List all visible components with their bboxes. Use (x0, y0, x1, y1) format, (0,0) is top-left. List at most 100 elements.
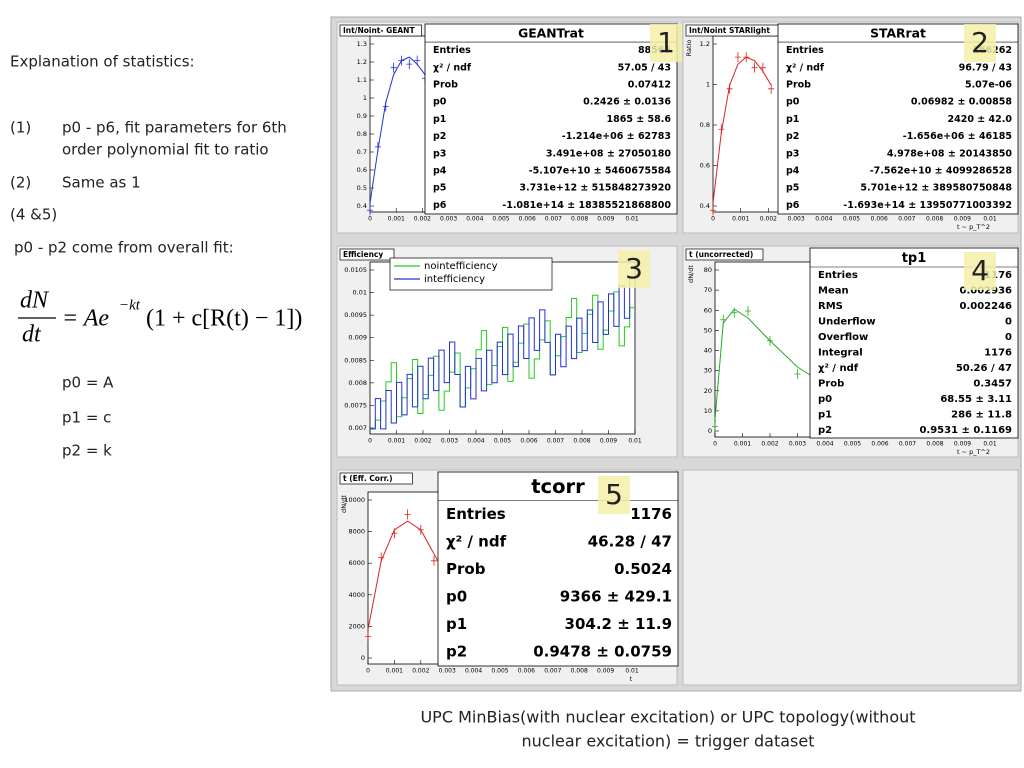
stats-box (424, 23, 678, 215)
x-tick-label: 0.007 (899, 441, 916, 448)
histogram (370, 291, 635, 430)
x-tick-label: 0.009 (600, 438, 617, 445)
stats-label: RMS (818, 301, 843, 312)
x-title: t (629, 675, 632, 683)
legend-box (389, 257, 553, 291)
x-tick-label: 0.004 (465, 668, 482, 675)
x-tick-label: 0.006 (519, 216, 536, 223)
y-tick-label: 60 (704, 306, 712, 314)
stats-value: 3.491e+08 ± 27050180 (546, 148, 672, 159)
stats-title: tp1 (902, 251, 927, 266)
data-point (745, 306, 751, 316)
pad-tag: t (uncorrected) (689, 250, 753, 259)
data-point (751, 62, 758, 73)
data-point (404, 509, 411, 520)
x-tick-label: 0 (366, 668, 370, 675)
param: p1 = c (62, 409, 111, 427)
stats-box (437, 471, 679, 667)
stats-label: p3 (433, 148, 446, 159)
y-tick-label: 0.5 (357, 184, 367, 192)
pad-tag-box (685, 248, 764, 261)
y-tick-label: 0.9 (357, 112, 367, 120)
x-tick-label: 0.006 (871, 216, 888, 223)
x-tick-label: 0.002 (761, 441, 778, 448)
x-tick-label: 0.001 (732, 216, 749, 223)
stats-value: 0.002246 (959, 301, 1012, 312)
stats-label: χ² / ndf (786, 62, 825, 73)
stats-label: p0 (433, 97, 447, 108)
stats-label: p5 (433, 183, 446, 194)
stats-title: tcorr (531, 475, 585, 498)
badge: 2 (971, 26, 989, 59)
x-tick-label: 0.009 (597, 668, 614, 675)
data-point (398, 55, 405, 66)
x-title: t ~ p_T^2 (957, 448, 990, 456)
x-tick-label: 0.009 (954, 216, 971, 223)
x-tick-label: 0.002 (414, 216, 431, 223)
stats-label: p2 (433, 131, 446, 142)
x-tick-label: 0.002 (414, 438, 431, 445)
stats-title: GEANTrat (518, 27, 584, 41)
stats-label: Prob (786, 80, 811, 91)
x-tick-label: 0.005 (491, 668, 508, 675)
y-tick-label: 0 (708, 427, 712, 435)
stats-label: p3 (786, 148, 799, 159)
x-tick-label: 0.006 (518, 668, 535, 675)
stats-value: 46.28 / 47 (588, 532, 672, 550)
stats-value: 304.2 ± 11.9 (565, 615, 672, 633)
stats-title: STARrat (870, 27, 926, 41)
x-tick-label: 0.003 (439, 668, 456, 675)
stats-label: p0 (786, 97, 800, 108)
stats-value: -1.214e+06 ± 62783 (562, 131, 671, 142)
data-point (768, 83, 775, 94)
y-title: dN/dt (687, 265, 695, 283)
data-point (367, 205, 373, 216)
y-tick-label: 50 (704, 326, 712, 334)
data-point (767, 335, 773, 346)
pad-tag: Int/Noint- GEANT (343, 26, 415, 35)
x-tick-label: 0.001 (388, 216, 405, 223)
x-tick-label: 0.001 (386, 668, 403, 675)
caption: nuclear excitation) = trigger dataset (522, 732, 815, 751)
stats-value: 68.55 ± 3.11 (940, 394, 1012, 405)
stats-value: 9366 ± 429.1 (560, 588, 672, 606)
stats-value: 0.002936 (959, 285, 1012, 296)
y-tick-label: 30 (704, 367, 712, 375)
data-point (759, 62, 766, 73)
eq-denominator: dt (22, 322, 42, 348)
badge-bg (618, 250, 650, 288)
eq-numerator: dN (20, 288, 50, 314)
data-point (794, 369, 801, 379)
stats-value: 1865 ± 58.6 (607, 114, 672, 125)
stats-value: -7.562e+10 ± 4099286528 (870, 166, 1013, 177)
data-point (743, 52, 750, 63)
x-tick-label: 0.002 (760, 216, 777, 223)
x-tick-label: 0.003 (789, 441, 806, 448)
x-tick-label: 0.007 (545, 216, 562, 223)
y-tick-label: 2000 (348, 622, 365, 630)
data-point (712, 421, 718, 432)
stats-label: p1 (433, 114, 446, 125)
y-tick-label: 0.0075 (344, 401, 367, 409)
x-tick-label: 0.004 (816, 441, 833, 448)
stats-label: Entries (446, 505, 506, 523)
pad-tag-box (339, 24, 422, 37)
x-tick-label: 0 (711, 216, 715, 223)
stats-value: -1.693e+14 ± 13950771003392 (843, 200, 1012, 211)
y-tick-label: 1.2 (700, 40, 710, 48)
stats-value: 1176 (630, 505, 672, 523)
y-tick-label: 0.6 (357, 166, 367, 174)
stats-label: Prob (818, 379, 844, 390)
x-tick-label: 0.005 (844, 441, 861, 448)
stats-value: 57.05 / 43 (618, 62, 671, 73)
data-point (391, 528, 398, 539)
badge: 5 (605, 478, 623, 511)
x-tick-label: 0 (713, 441, 717, 448)
y-tick-label: 0.6 (700, 162, 710, 170)
stats-label: Integral (818, 348, 863, 359)
y-tick-label: 0.8 (700, 121, 710, 129)
badge-bg (964, 252, 996, 290)
stats-label: χ² / ndf (446, 532, 507, 550)
data-point (731, 307, 738, 318)
data-point (710, 205, 716, 216)
